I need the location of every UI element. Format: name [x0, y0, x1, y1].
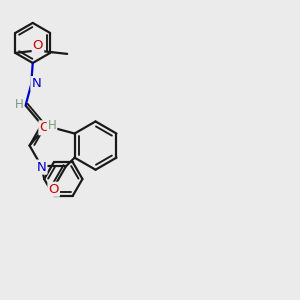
- Text: O: O: [39, 122, 50, 134]
- Text: N: N: [37, 160, 46, 174]
- Text: O: O: [33, 39, 43, 52]
- Text: O: O: [49, 183, 59, 196]
- Text: H: H: [15, 98, 23, 110]
- Text: N: N: [32, 77, 41, 90]
- Text: H: H: [48, 119, 56, 132]
